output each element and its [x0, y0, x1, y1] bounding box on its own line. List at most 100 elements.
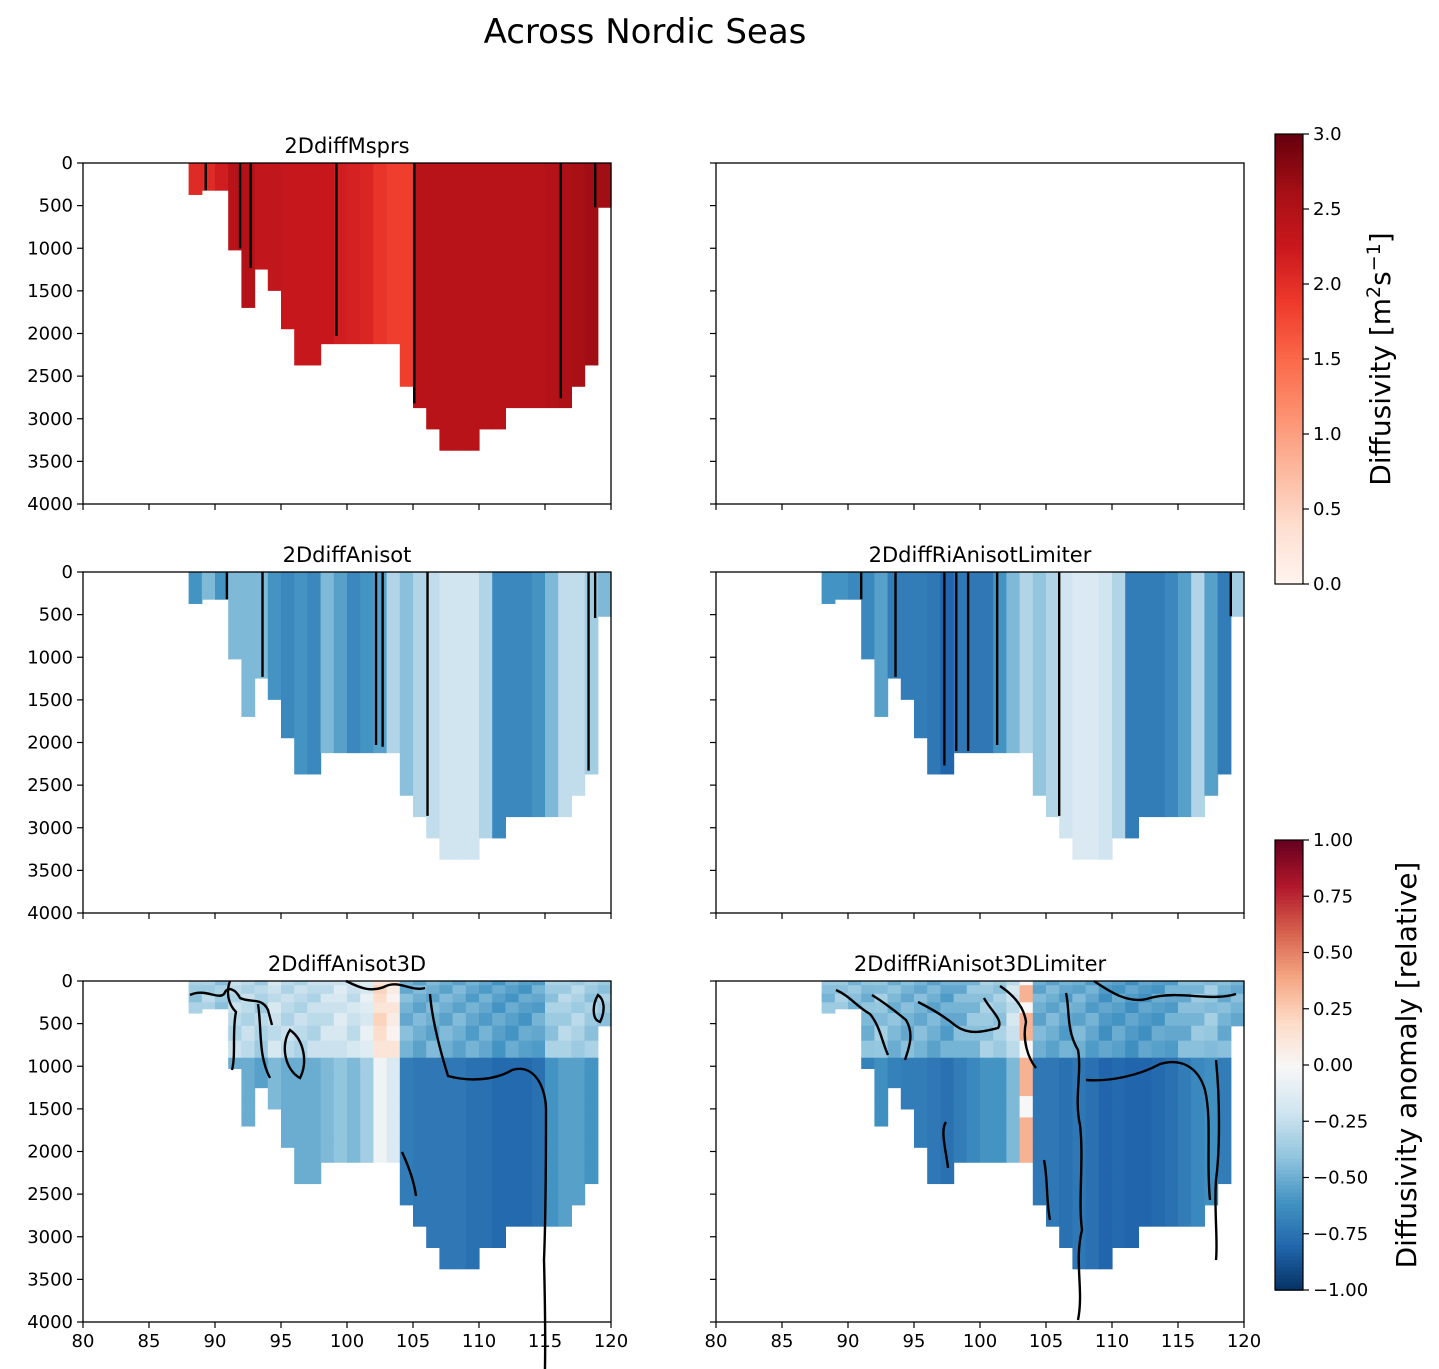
colorbar-band	[1275, 1143, 1303, 1149]
colorbar-band	[1275, 164, 1303, 169]
data-cell	[413, 1002, 427, 1014]
data-cell	[571, 1183, 586, 1206]
data-cell	[518, 1074, 533, 1097]
data-cell	[505, 1204, 520, 1227]
data-cell	[900, 1002, 915, 1014]
data-cell	[241, 1096, 256, 1118]
y-tick-label: 2500	[27, 775, 73, 796]
data-cell	[347, 993, 361, 1003]
colorbar-band	[1275, 855, 1303, 860]
data-cell	[333, 1040, 348, 1059]
data-cell	[1125, 1025, 1139, 1042]
data-cell	[887, 993, 902, 1003]
colorbar-band	[1275, 242, 1303, 248]
data-cell	[531, 1096, 546, 1118]
data-cell	[584, 1025, 599, 1042]
data-cell	[360, 1138, 374, 1163]
data-cell	[584, 993, 599, 1003]
colorbar-band	[1275, 1087, 1303, 1093]
data-cell	[267, 993, 282, 1003]
colorbar-band	[1275, 1053, 1303, 1059]
data-cell	[1072, 1096, 1087, 1118]
data-cell	[320, 1117, 335, 1140]
data-cell	[1098, 1226, 1113, 1249]
data-column	[900, 572, 915, 700]
colorbar-band	[1275, 325, 1303, 330]
y-tick-label: 1000	[27, 1056, 73, 1077]
colorbar-band	[1275, 1263, 1303, 1269]
contour-line	[345, 979, 426, 991]
colorbar-band	[1275, 1226, 1303, 1231]
data-cell	[1164, 1117, 1179, 1140]
data-cell	[558, 1012, 572, 1027]
y-tick-label: 2000	[27, 324, 73, 345]
data-cell	[413, 1096, 427, 1118]
data-cell	[1151, 1040, 1166, 1059]
data-cell	[545, 1204, 559, 1227]
data-cell	[479, 1204, 493, 1227]
data-cell	[848, 1002, 862, 1010]
data-cell	[993, 1138, 1007, 1163]
x-tick-label: 100	[963, 1331, 997, 1352]
data-cell	[558, 981, 572, 986]
data-column	[307, 163, 322, 366]
data-cell	[1138, 1117, 1153, 1140]
data-cell	[1204, 1138, 1219, 1163]
data-cell	[1178, 1002, 1192, 1014]
data-cell	[228, 981, 242, 986]
data-cell	[1046, 1002, 1060, 1014]
colorbar-band	[1275, 482, 1303, 488]
data-cell	[1230, 985, 1245, 995]
data-cell	[531, 1138, 546, 1163]
x-tick-label: 110	[1095, 1331, 1129, 1352]
data-cell	[1006, 1117, 1021, 1140]
data-cell	[1151, 993, 1166, 1003]
data-column	[597, 163, 612, 208]
data-cell	[201, 985, 216, 995]
data-column	[1098, 572, 1113, 860]
axes-frame	[715, 162, 1245, 505]
colorbar-band	[1275, 1207, 1303, 1213]
data-cell	[505, 1012, 520, 1027]
data-cell	[1046, 1040, 1060, 1059]
data-cell	[1191, 1162, 1205, 1185]
data-cell	[874, 1057, 889, 1076]
data-cell	[518, 1025, 533, 1042]
data-cell	[307, 1057, 322, 1076]
contour-line	[189, 988, 274, 1026]
data-cell	[900, 1057, 915, 1076]
contour-line	[1042, 1159, 1052, 1221]
data-cell	[241, 1002, 256, 1014]
x-tick-label: 80	[705, 1331, 728, 1352]
data-cell	[452, 1002, 467, 1014]
data-cell	[1085, 1247, 1100, 1270]
colorbar-tick-label: 0.25	[1313, 999, 1353, 1020]
data-cell	[347, 985, 361, 995]
data-cell	[848, 981, 862, 986]
data-cell	[386, 993, 401, 1003]
colorbar-band	[1275, 986, 1303, 991]
data-cell	[439, 1025, 454, 1042]
data-column	[492, 163, 506, 430]
data-cell	[584, 985, 599, 995]
data-cell	[887, 1057, 902, 1076]
data-column	[1164, 572, 1179, 818]
data-cell	[426, 1074, 440, 1097]
data-cell	[1085, 1002, 1100, 1014]
colorbar-band	[1275, 452, 1303, 458]
data-cell	[399, 981, 414, 986]
data-column	[1230, 572, 1245, 617]
colorbar-band	[1275, 291, 1303, 297]
data-cell	[1191, 981, 1205, 986]
colorbar-band	[1275, 524, 1303, 529]
data-cell	[1032, 1057, 1047, 1076]
data-cell	[1230, 1002, 1245, 1014]
data-cell	[980, 1040, 994, 1059]
data-cell	[439, 1096, 454, 1118]
data-cell	[1112, 993, 1126, 1003]
y-tick-label: 2000	[27, 733, 73, 754]
data-cell	[1204, 1074, 1219, 1097]
colorbar-band	[1275, 948, 1303, 954]
x-tick-label: 85	[771, 1331, 794, 1352]
